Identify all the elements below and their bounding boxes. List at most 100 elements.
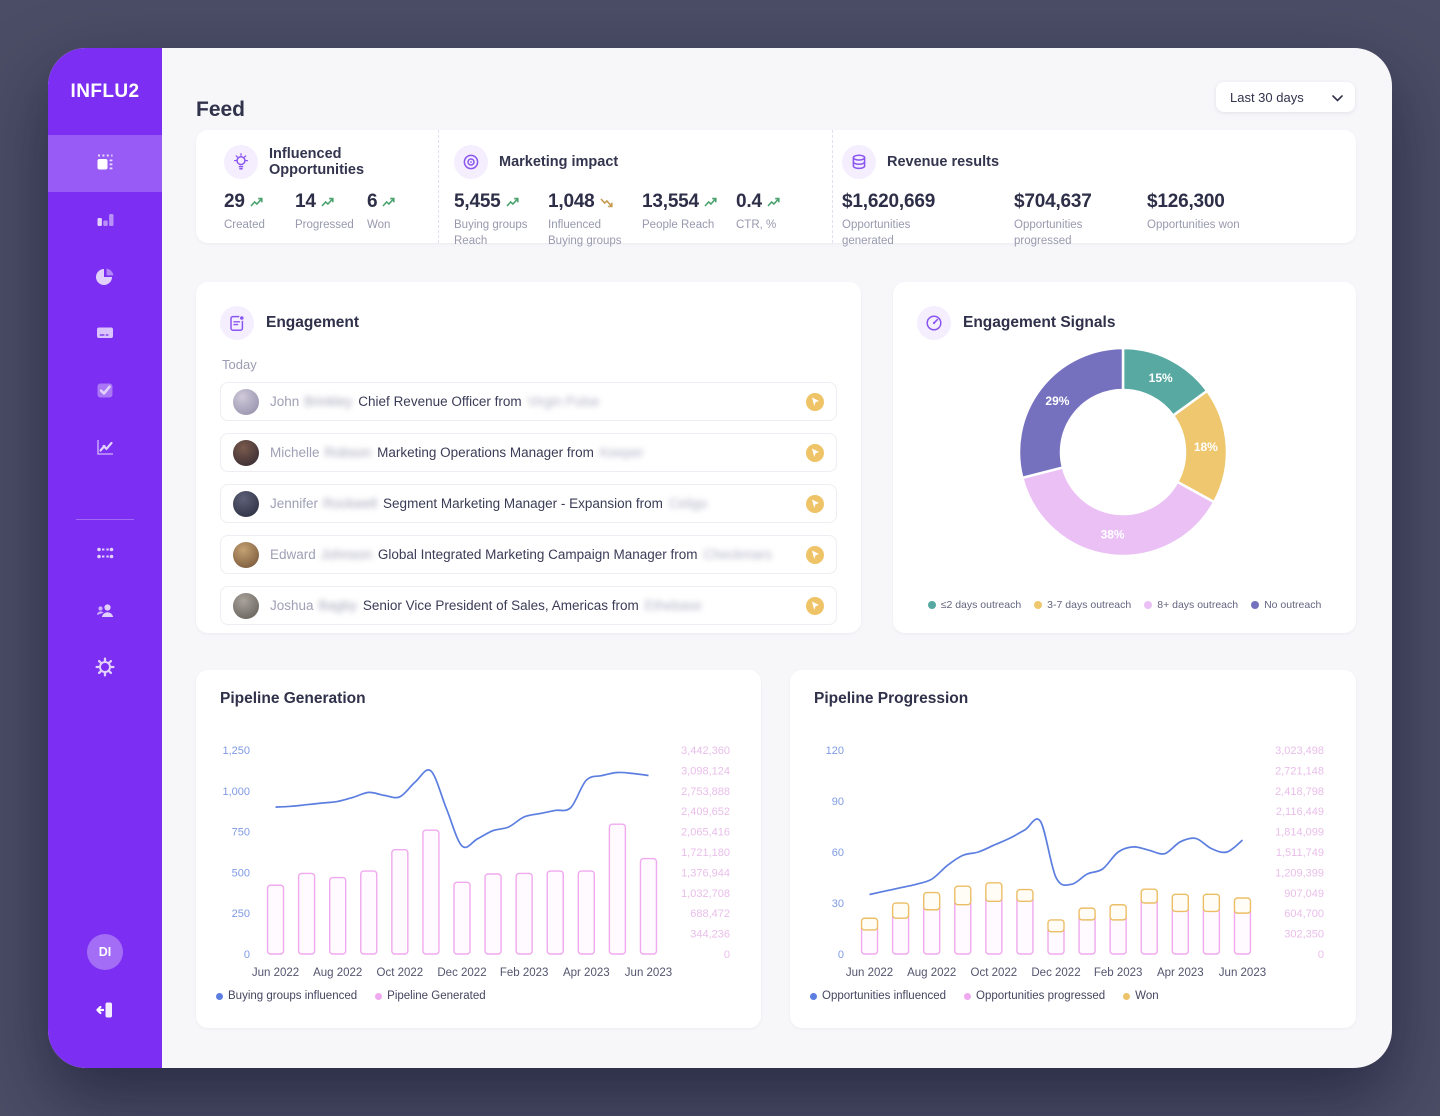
svg-text:2,753,888: 2,753,888 bbox=[681, 786, 730, 798]
svg-text:1,209,399: 1,209,399 bbox=[1275, 867, 1324, 879]
svg-text:2,721,148: 2,721,148 bbox=[1275, 765, 1324, 777]
sidebar-item-audience[interactable] bbox=[48, 583, 162, 640]
svg-text:3,098,124: 3,098,124 bbox=[681, 765, 730, 777]
click-cursor-icon[interactable] bbox=[806, 443, 824, 462]
metric-buying-groups-reach: 5,455 Buying groups Reach bbox=[454, 191, 548, 250]
main-content: Feed Last 30 days Influenced Opportuniti… bbox=[162, 48, 1392, 1068]
engagement-list-item[interactable]: John Brinkley Chief Revenue Officer from Vi… bbox=[220, 382, 837, 421]
svg-text:907,049: 907,049 bbox=[1284, 888, 1324, 900]
sidebar-nav-secondary bbox=[48, 526, 162, 697]
svg-text:1,814,099: 1,814,099 bbox=[1275, 827, 1324, 839]
svg-text:Aug 2022: Aug 2022 bbox=[907, 967, 956, 979]
click-cursor-icon[interactable] bbox=[806, 596, 824, 615]
svg-text:0: 0 bbox=[724, 949, 730, 961]
user-avatar[interactable]: DI bbox=[87, 934, 123, 970]
pipeline-generation-panel: Pipeline Generation 0 250 500 750 1,000 1,250… bbox=[196, 670, 761, 1028]
trend-up-icon bbox=[250, 197, 263, 208]
legend-dot bbox=[810, 992, 817, 1000]
svg-text:1,511,749: 1,511,749 bbox=[1276, 847, 1324, 859]
click-cursor-icon[interactable] bbox=[806, 494, 824, 513]
svg-text:750: 750 bbox=[232, 827, 250, 839]
trend-down-icon bbox=[599, 197, 613, 208]
sidebar: INFLU2 bbox=[48, 48, 162, 1068]
legend-dot bbox=[964, 992, 972, 1000]
click-cursor-icon[interactable] bbox=[806, 545, 824, 564]
date-range-dropdown[interactable]: Last 30 days bbox=[1216, 82, 1355, 112]
sidebar-item-feed[interactable] bbox=[48, 135, 162, 192]
sidebar-item-campaigns[interactable] bbox=[48, 306, 162, 363]
metric-people-reach: 13,554 People Reach bbox=[642, 191, 736, 250]
metric-opps-won: $126,300 Opportunities won bbox=[1147, 191, 1240, 250]
chart-legend: Buying groups influenced Pipeline Generat… bbox=[216, 990, 486, 1002]
legend-item: Opportunities influenced bbox=[810, 990, 946, 1002]
svg-text:1,721,180: 1,721,180 bbox=[681, 847, 730, 859]
svg-text:302,350: 302,350 bbox=[1284, 929, 1324, 941]
legend-item: 8+ days outreach bbox=[1144, 599, 1238, 611]
svg-text:688,472: 688,472 bbox=[690, 908, 730, 920]
sidebar-divider bbox=[76, 519, 134, 520]
app-window: INFLU2 bbox=[48, 48, 1392, 1068]
metric-label: Influenced Buying groups bbox=[548, 219, 622, 247]
svg-text:3,023,498: 3,023,498 bbox=[1275, 745, 1324, 757]
marketing-impact-section: Marketing impact 5,455 Buying groups Rea… bbox=[438, 130, 832, 247]
gauge-icon bbox=[917, 306, 951, 340]
svg-text:2,409,652: 2,409,652 bbox=[681, 806, 730, 818]
avatar bbox=[233, 541, 259, 568]
legend-dot bbox=[375, 992, 383, 1000]
trend-line-icon bbox=[93, 435, 117, 462]
svg-text:38%: 38% bbox=[1101, 527, 1125, 541]
legend-item: 3-7 days outreach bbox=[1034, 599, 1131, 611]
sidebar-item-sequences[interactable] bbox=[48, 526, 162, 583]
legend-item: ≤2 days outreach bbox=[927, 599, 1021, 611]
engagement-list-item[interactable]: Edward Johnson Global Integrated Marketing… bbox=[220, 535, 837, 574]
svg-text:0: 0 bbox=[244, 949, 250, 961]
sidebar-nav bbox=[48, 135, 162, 477]
pipeline-progression-chart: 0 30 60 90 120 0 302,350 604,700 907,049 1,209,39… bbox=[826, 745, 1324, 979]
panel-title: Engagement Signals bbox=[963, 314, 1116, 331]
chart-legend: Opportunities influenced Opportunities pr… bbox=[810, 990, 1159, 1002]
legend-dot bbox=[216, 992, 223, 1000]
engagement-list-item[interactable]: Jennifer Rockwell Segment Marketing Manage… bbox=[220, 484, 837, 523]
svg-text:1,032,708: 1,032,708 bbox=[681, 888, 730, 900]
sidebar-item-analytics[interactable] bbox=[48, 192, 162, 249]
click-cursor-icon[interactable] bbox=[806, 392, 824, 411]
legend-item: Opportunities progressed bbox=[964, 990, 1105, 1002]
document-badge-icon bbox=[220, 306, 254, 340]
chart-title: Pipeline Progression bbox=[814, 690, 969, 707]
svg-text:Jun 2023: Jun 2023 bbox=[625, 967, 672, 979]
avatar bbox=[233, 439, 259, 466]
sidebar-item-tasks[interactable] bbox=[48, 363, 162, 420]
feed-icon bbox=[93, 150, 117, 177]
svg-text:Apr 2023: Apr 2023 bbox=[1157, 967, 1204, 979]
svg-text:Feb 2023: Feb 2023 bbox=[500, 967, 549, 979]
metric-progressed: 14 Progressed bbox=[295, 191, 367, 234]
svg-text:90: 90 bbox=[832, 796, 844, 808]
legend-dot bbox=[1251, 601, 1260, 609]
metric-label: Opportunities generated bbox=[842, 219, 911, 247]
engagement-list-item[interactable]: Joshua Bagby Senior Vice President of Sale… bbox=[220, 586, 837, 625]
sidebar-item-settings[interactable] bbox=[48, 640, 162, 697]
svg-text:0: 0 bbox=[1318, 949, 1324, 961]
metric-label: Opportunities won bbox=[1147, 219, 1240, 231]
svg-text:250: 250 bbox=[232, 908, 250, 920]
engagement-list-item[interactable]: Michelle Robson Marketing Operations Manag… bbox=[220, 433, 837, 472]
trend-up-icon bbox=[704, 197, 717, 208]
svg-text:500: 500 bbox=[232, 867, 250, 879]
svg-text:Oct 2022: Oct 2022 bbox=[971, 967, 1018, 979]
svg-text:Aug 2022: Aug 2022 bbox=[313, 967, 362, 979]
group-label: Today bbox=[222, 357, 257, 372]
svg-text:2,116,449: 2,116,449 bbox=[1276, 806, 1324, 818]
avatar bbox=[233, 490, 259, 517]
date-range-value: Last 30 days bbox=[1230, 89, 1304, 105]
sidebar-item-performance[interactable] bbox=[48, 420, 162, 477]
flow-icon bbox=[93, 541, 117, 568]
sidebar-item-reports[interactable] bbox=[48, 249, 162, 306]
legend-item: Buying groups influenced bbox=[216, 990, 357, 1002]
bar-chart-icon bbox=[93, 207, 117, 234]
svg-text:Dec 2022: Dec 2022 bbox=[437, 967, 486, 979]
gear-icon bbox=[93, 655, 117, 682]
chevron-down-icon bbox=[1332, 90, 1343, 105]
chart-title: Pipeline Generation bbox=[220, 690, 366, 707]
coins-icon bbox=[842, 145, 876, 179]
logout-button[interactable] bbox=[93, 998, 117, 1025]
